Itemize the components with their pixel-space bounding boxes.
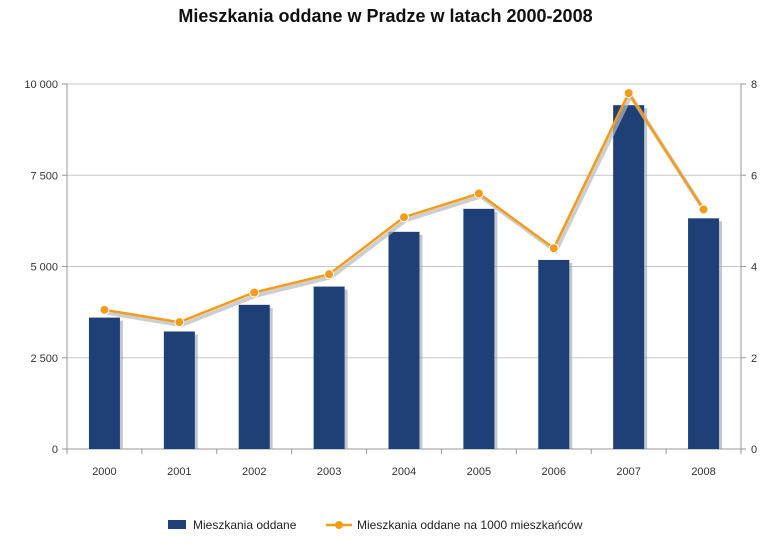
- legend-swatch-marker: [335, 521, 343, 529]
- x-tick-label: 2002: [242, 466, 266, 478]
- legend-label-bars: Mieszkania oddane: [193, 518, 297, 532]
- line-point: [399, 212, 409, 223]
- y-left-tick-label: 5 000: [30, 262, 58, 274]
- line-point: [473, 188, 484, 199]
- line-point: [174, 317, 185, 328]
- y-left-tick-label: 7 500: [30, 170, 58, 182]
- legend-swatch-bar: [168, 520, 186, 529]
- line-point: [249, 287, 260, 298]
- bar: [463, 208, 495, 449]
- y-right-tick-label: 0: [751, 444, 757, 456]
- bar: [88, 317, 120, 449]
- y-right-tick-label: 2: [751, 353, 757, 365]
- x-tick-label: 2006: [542, 466, 566, 478]
- bar: [163, 331, 195, 449]
- y-left-tick-label: 2 500: [30, 353, 58, 365]
- x-tick-label: 2001: [167, 466, 191, 478]
- x-tick-label: 2000: [92, 466, 116, 478]
- y-right-tick-label: 6: [751, 170, 757, 182]
- bar: [688, 218, 720, 449]
- x-tick-label: 2007: [616, 466, 640, 478]
- y-right-tick-label: 8: [751, 79, 757, 91]
- line-point: [99, 304, 110, 315]
- bar: [238, 304, 270, 449]
- x-tick-label: 2003: [317, 466, 341, 478]
- y-right-tick-label: 4: [751, 262, 757, 274]
- line-point: [548, 243, 559, 254]
- y-left-tick-label: 0: [52, 444, 58, 456]
- line-point: [623, 88, 634, 99]
- line-point: [324, 269, 335, 280]
- legend-label-line: Mieszkania oddane na 1000 mieszkańców: [357, 518, 583, 532]
- x-tick-label: 2004: [392, 466, 416, 478]
- y-left-tick-label: 10 000: [24, 79, 58, 91]
- chart-title: Mieszkania oddane w Pradze w latach 2000…: [178, 6, 593, 26]
- bar: [538, 259, 570, 449]
- bar: [388, 231, 420, 449]
- line-point: [698, 204, 709, 215]
- bar: [613, 105, 645, 450]
- bar: [313, 286, 345, 449]
- x-tick-label: 2008: [691, 466, 715, 478]
- x-tick-label: 2005: [467, 466, 491, 478]
